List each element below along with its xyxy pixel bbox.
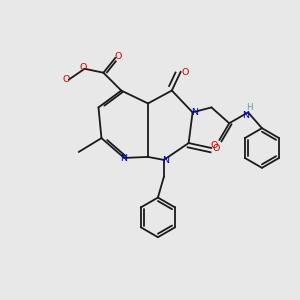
Text: N: N <box>243 111 250 120</box>
Text: O: O <box>182 68 189 77</box>
Text: N: N <box>162 156 169 165</box>
Text: O: O <box>115 52 122 62</box>
Text: N: N <box>191 108 198 117</box>
Text: O: O <box>211 140 218 149</box>
Text: O: O <box>80 63 87 72</box>
Text: O: O <box>213 143 220 152</box>
Text: O: O <box>62 75 70 84</box>
Text: N: N <box>120 154 127 164</box>
Text: H: H <box>246 103 252 112</box>
